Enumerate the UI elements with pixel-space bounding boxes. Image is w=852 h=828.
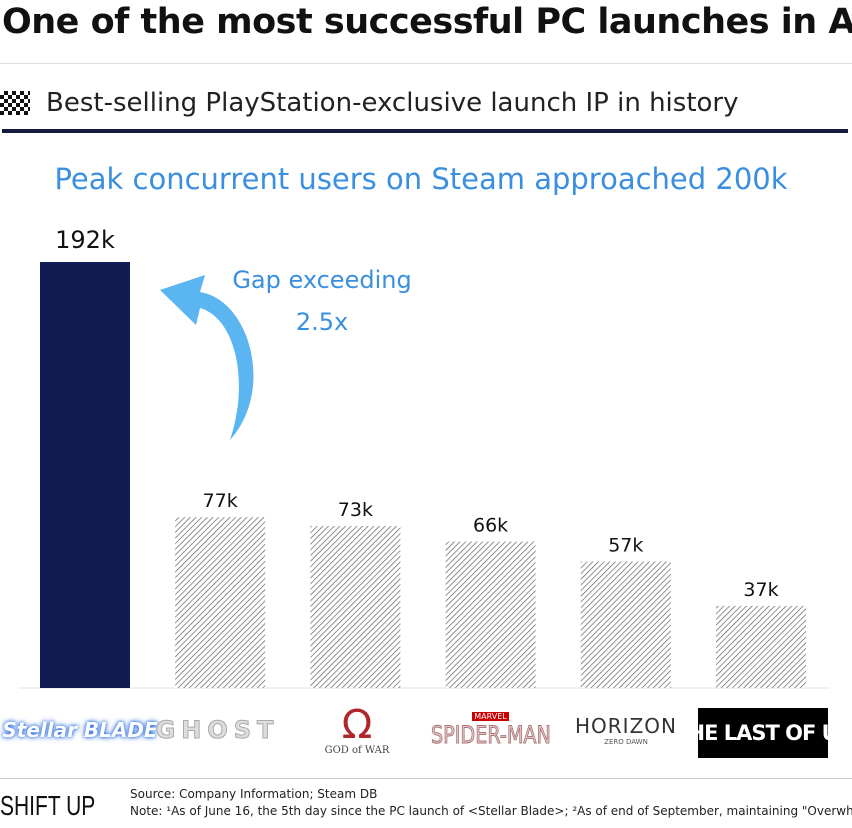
logo-horizon: HORIZON ZERO DAWN xyxy=(572,700,680,760)
bar-value-label: 192k xyxy=(55,226,115,254)
source-note: Source: Company Information; Steam DB xyxy=(130,787,378,801)
logo-text: HORIZON xyxy=(575,714,677,738)
marvel-badge: MARVEL xyxy=(472,711,509,721)
bar-value-label: 73k xyxy=(338,499,373,521)
annotation-line2: 2.5x xyxy=(296,308,348,336)
logo-the-last-of-us: THE LAST OF US xyxy=(674,708,852,758)
logo-stellar-blade: Stellar BLADE xyxy=(2,718,158,742)
bar-spider-man xyxy=(445,541,536,688)
logo-ghost: GHOST xyxy=(155,716,280,745)
bar-god-of-war xyxy=(310,526,401,688)
subtitle-underline xyxy=(2,129,848,133)
logo-spider-man: MARVEL SPIDER-MAN xyxy=(428,700,553,760)
logo-subtext: ZERO DAWN xyxy=(604,738,648,746)
brand-logo: SHIFT UP xyxy=(0,790,96,821)
bar-chart: 192k 77k 73k 66k 57k 37k Gap exceeding 2.5x xyxy=(18,226,830,689)
omega-icon: Ω xyxy=(341,701,373,748)
logo-text: SPIDER-MAN xyxy=(430,720,551,749)
logo-god-of-war: Ω GOD of WAR xyxy=(318,700,396,760)
curved-arrow-icon xyxy=(160,275,254,440)
section-subtitle: Best-selling PlayStation-exclusive launc… xyxy=(0,88,739,118)
bar-stellar-blade xyxy=(40,262,130,688)
bar-value-label: 66k xyxy=(473,515,508,537)
chart-headline: Peak concurrent users on Steam approache… xyxy=(54,162,788,196)
bar-value-label: 37k xyxy=(743,579,778,601)
annotation-line1: Gap exceeding xyxy=(232,266,411,294)
divider xyxy=(0,63,852,64)
bar-value-label: 57k xyxy=(608,535,643,557)
bar-ghost-of-tsushima xyxy=(175,517,266,688)
footnote: Note: ¹As of June 16, the 5th day since … xyxy=(130,804,852,818)
bar-horizon-zero-dawn xyxy=(580,561,671,688)
page-title: One of the most successful PC launches i… xyxy=(2,2,852,42)
footnotes: Source: Company Information; Steam DB No… xyxy=(130,786,852,820)
bar-the-last-of-us xyxy=(716,605,806,688)
bar-value-label: 77k xyxy=(203,490,238,512)
divider xyxy=(0,778,852,779)
subtitle-text: Best-selling PlayStation-exclusive launc… xyxy=(46,88,739,118)
logo-text: GOD of WAR xyxy=(324,744,390,756)
checkered-flag-icon xyxy=(0,91,30,115)
